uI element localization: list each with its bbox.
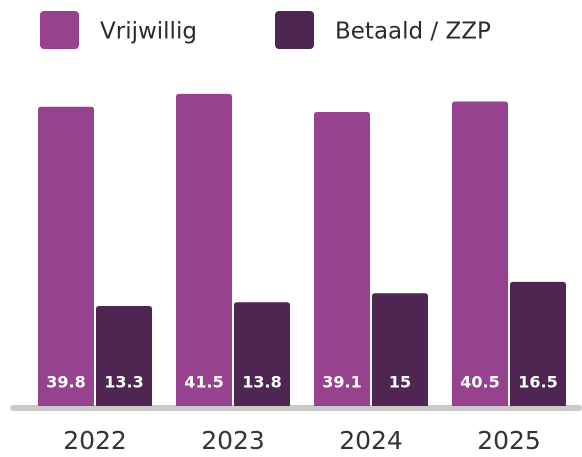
bar xyxy=(234,302,290,406)
bar xyxy=(452,101,508,406)
legend-label: Vrijwillig xyxy=(100,19,197,45)
x-tick-label: 2023 xyxy=(201,426,265,455)
value-label: 39.8 xyxy=(46,373,85,392)
value-label: 15 xyxy=(389,373,411,392)
legend-swatch xyxy=(40,11,79,49)
x-tick-label: 2025 xyxy=(477,426,541,455)
value-label: 40.5 xyxy=(460,373,499,392)
value-label: 41.5 xyxy=(184,373,223,392)
bar xyxy=(176,93,232,407)
bar xyxy=(372,293,428,406)
x-tick-label: 2024 xyxy=(339,426,403,455)
bar xyxy=(96,305,152,406)
value-label: 13.8 xyxy=(242,373,281,392)
value-label: 16.5 xyxy=(518,373,557,392)
bar xyxy=(38,106,94,406)
value-label: 39.1 xyxy=(322,373,361,392)
baseline xyxy=(10,405,582,411)
legend-swatch xyxy=(275,11,314,49)
legend-label: Betaald / ZZP xyxy=(335,19,491,45)
bar xyxy=(510,281,566,406)
value-label: 13.3 xyxy=(104,373,143,392)
x-tick-label: 2022 xyxy=(63,426,127,455)
bar xyxy=(314,111,370,406)
